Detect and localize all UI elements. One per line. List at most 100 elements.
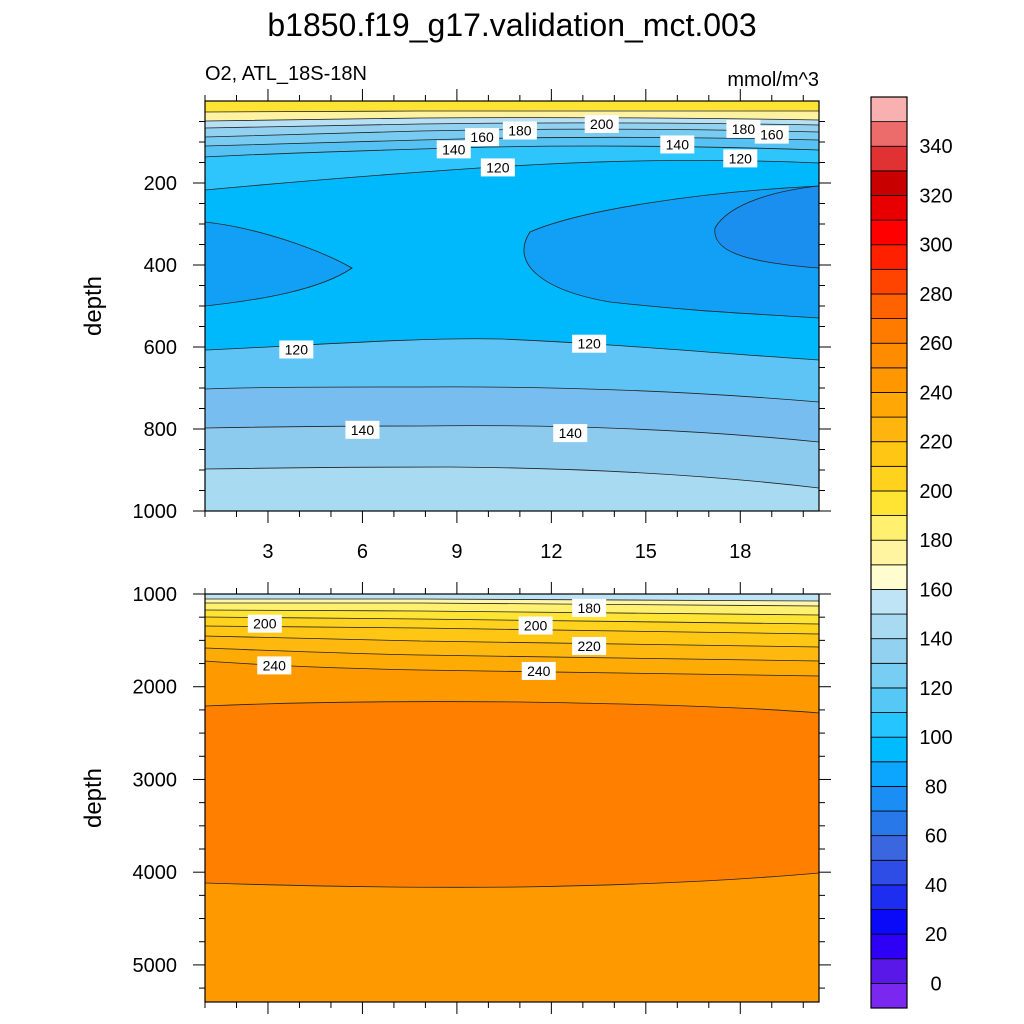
colorbar-swatch: [870, 786, 908, 812]
y-tick-label: 2000: [133, 677, 178, 699]
x-tick-label: 6: [357, 541, 368, 563]
contour-label-box: [572, 598, 607, 617]
bottom-plot-frame: [204, 593, 820, 1003]
y-tick-label: 800: [144, 419, 177, 441]
colorbar-swatch: [870, 392, 908, 418]
contour-label-text: 140: [351, 422, 375, 438]
colorbar-swatch: [870, 515, 908, 541]
contour-label: 200: [247, 614, 282, 633]
x-tick-label: 12: [540, 541, 562, 563]
bottom-contour-labels: 180 200 200 220 240 240: [247, 598, 607, 680]
colorbar-swatch: [870, 589, 908, 615]
contour-label: 220: [572, 636, 607, 655]
colorbar-swatch: [870, 244, 908, 270]
contour-label-box: [257, 656, 292, 675]
top-subtitle-left: O2, ATL_18S-18N: [205, 63, 367, 85]
contour-label-text: 120: [486, 159, 510, 175]
contour-label: 180: [726, 119, 761, 138]
y-tick-label: 600: [144, 337, 177, 359]
contour-label-text: 120: [729, 150, 753, 166]
colorbar-tick-label: 200: [919, 481, 952, 503]
colorbar-tick-label: 280: [919, 284, 952, 306]
colorbar-tick-label: 140: [919, 629, 952, 651]
contour-label-box: [584, 114, 619, 133]
colorbar-swatch: [870, 638, 908, 664]
colorbar-swatch: [870, 145, 908, 172]
contour-label-box: [465, 128, 500, 147]
contour-label: 180: [572, 598, 607, 617]
colorbar-swatch: [870, 465, 908, 492]
contour-label-text: 160: [760, 127, 784, 143]
y-tick-label: 1000: [133, 584, 178, 606]
contour-label: 160: [465, 128, 500, 147]
colorbar-frame: [870, 96, 908, 1009]
y-tick-label: 200: [144, 173, 177, 195]
contour-label-text: 220: [577, 638, 601, 654]
colorbar: 0 20 40 60 80 100 120 140 160 180 200 220 240 260 280 3…: [870, 96, 953, 1009]
colorbar-swatch: [870, 933, 908, 960]
contour-label-box: [723, 149, 758, 168]
colorbar-tick-label: 0: [930, 973, 941, 995]
contour-label-box: [480, 158, 515, 177]
bottom-axis-ticks: 1000 2000 3000 4000 5000: [133, 582, 831, 1014]
y-tick-label: 5000: [133, 955, 178, 977]
contour-label-box: [572, 636, 607, 655]
top-contour-lines: [205, 109, 819, 489]
top-y-axis-label: depth: [80, 276, 107, 336]
top-subtitle-right: mmol/m^3: [727, 69, 819, 91]
figure-title: b1850.f19_g17.validation_mct.003: [267, 7, 756, 43]
contour-label-box: [726, 119, 761, 138]
colorbar-swatch: [870, 268, 908, 295]
contour-label-text: 180: [508, 123, 532, 139]
contour-label: 240: [521, 661, 556, 680]
contour-label-box: [279, 340, 314, 359]
colorbar-swatch: [870, 564, 908, 590]
contour-label: 200: [584, 114, 619, 133]
contour-label-box: [345, 420, 380, 439]
colorbar-swatch: [870, 712, 908, 738]
contour-label: 180: [502, 121, 537, 140]
colorbar-swatch: [870, 982, 908, 1009]
colorbar-tick-label: 180: [919, 530, 952, 552]
contour-label: 200: [518, 616, 553, 635]
colorbar-tick-label: 60: [925, 826, 947, 848]
contour-label-box: [754, 125, 789, 144]
colorbar-swatch: [870, 416, 908, 443]
y-tick-label: 4000: [133, 862, 178, 884]
x-tick-label: 18: [729, 541, 751, 563]
contour-label: 240: [257, 656, 292, 675]
x-tick-label: 15: [635, 541, 657, 563]
contour-label-box: [247, 614, 282, 633]
contour-label-box: [502, 121, 537, 140]
colorbar-swatch: [870, 96, 908, 123]
contour-label-box: [518, 616, 553, 635]
colorbar-swatch: [870, 121, 908, 147]
colorbar-tick-label: 120: [919, 678, 952, 700]
colorbar-tick-label: 220: [919, 432, 952, 454]
y-tick-label: 1000: [133, 501, 178, 523]
contour-label: 140: [436, 140, 471, 159]
top-panel: O2, ATL_18S-18N mmol/m^3: [80, 63, 831, 563]
colorbar-swatch: [870, 318, 908, 344]
contour-label: 120: [480, 158, 515, 177]
colorbar-swatch: [870, 736, 908, 763]
contour-label-text: 200: [253, 616, 277, 632]
colorbar-tick-label: 300: [919, 235, 952, 257]
colorbar-tick-label: 320: [919, 185, 952, 207]
colorbar-tick-label: 80: [925, 776, 947, 798]
contour-label: 140: [660, 135, 695, 154]
contour-label-text: 120: [577, 336, 601, 352]
colorbar-swatch: [870, 342, 908, 369]
x-tick-label: 9: [451, 541, 462, 563]
contour-label-text: 240: [527, 663, 551, 679]
colorbar-swatch: [870, 367, 908, 393]
colorbar-tick-label: 260: [919, 333, 952, 355]
colorbar-swatch: [870, 219, 908, 246]
contour-label: 120: [572, 334, 607, 353]
contour-label-text: 160: [470, 129, 494, 145]
contour-label: 160: [754, 125, 789, 144]
x-tick-label: 3: [262, 541, 273, 563]
bottom-y-axis-label: depth: [80, 768, 107, 828]
colorbar-swatch: [870, 835, 908, 861]
